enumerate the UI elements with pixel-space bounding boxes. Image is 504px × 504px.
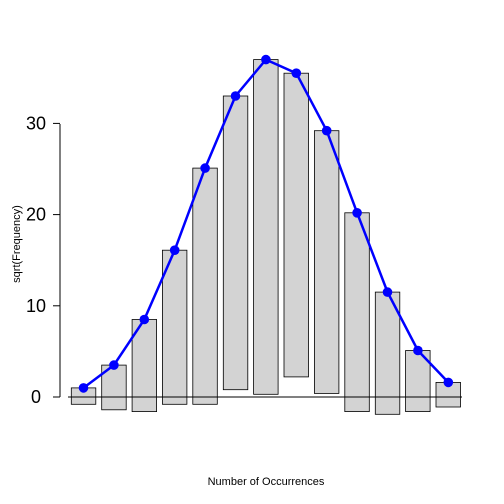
bar-4 [161,249,188,405]
expected-point-13 [443,377,454,388]
bar-11 [374,291,401,415]
y-tick-label-30: 30 [26,113,46,133]
expected-point-7 [261,54,271,65]
expected-point-10 [352,208,362,218]
expected-point-5 [200,163,210,173]
bar-6 [222,95,249,391]
expected-point-4 [169,245,180,255]
expected-point-6 [230,91,241,101]
y-tick-label-20: 20 [26,205,46,225]
bar-7 [253,59,279,395]
bars-layer [70,59,461,415]
expected-point-11 [382,287,393,297]
bar-10 [344,212,370,413]
expected-point-3 [139,314,150,325]
y-axis-title: sqrt(Frequency) [11,205,23,283]
y-tick-label-10: 10 [26,296,46,316]
expected-point-1 [78,383,89,393]
expected-point-9 [321,125,332,136]
expected-line-layer [78,54,454,393]
y-tick-label-0: 0 [31,387,41,407]
bar-5 [192,167,218,405]
bar-8 [283,72,309,378]
y-axis: 0 10 20 30 [26,113,61,407]
expected-point-12 [413,345,423,356]
expected-point-8 [291,68,302,78]
bar-9 [313,130,340,394]
expected-point-2 [109,360,119,370]
x-axis-title: Number of Occurrences [208,476,325,488]
